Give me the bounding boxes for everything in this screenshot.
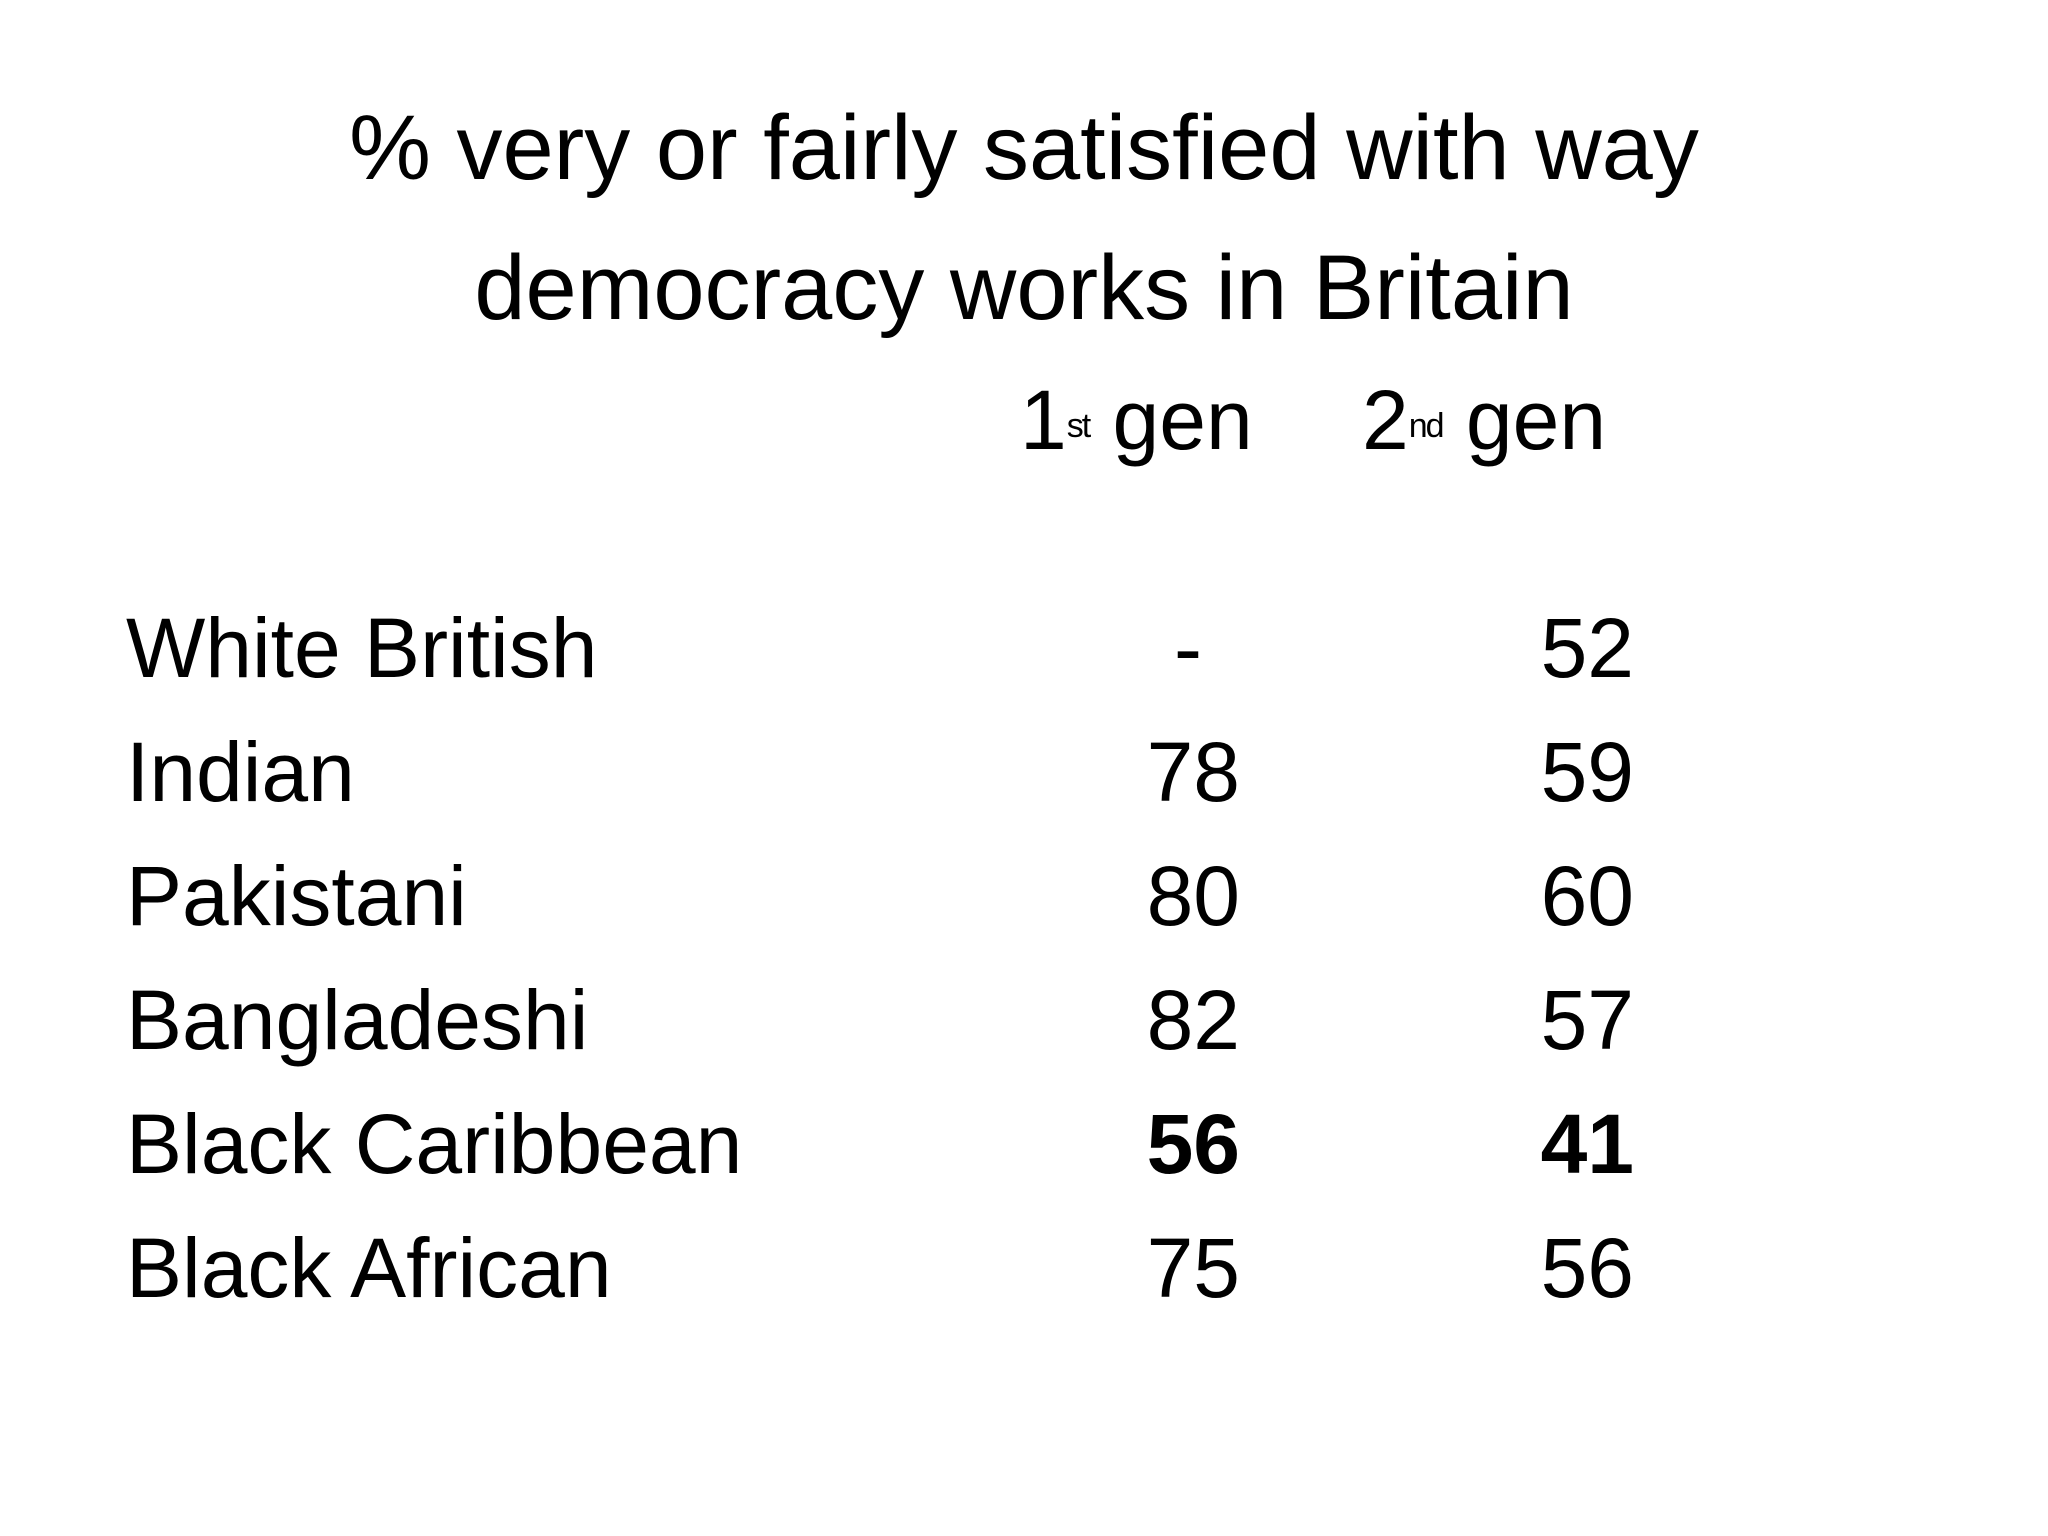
first-gen-value: 80 xyxy=(1146,849,1240,943)
first-gen-value: 78 xyxy=(1146,725,1240,819)
column-header-first-generation: 1st gen xyxy=(1020,370,1253,470)
table-row-black-african: Black African 75 56 xyxy=(0,1206,2048,1330)
table-row-bangladeshi: Bangladeshi 82 57 xyxy=(0,958,2048,1082)
first-gen-value-highlighted: 56 xyxy=(1146,1097,1240,1191)
first-gen-value: 82 xyxy=(1146,973,1240,1067)
second-gen-value-highlighted: 41 xyxy=(1540,1097,1634,1191)
second-gen-value: 56 xyxy=(1540,1221,1634,1315)
column-header-second-generation: 2nd gen xyxy=(1362,370,1606,470)
second-gen-value: 59 xyxy=(1540,725,1634,819)
ordinal-suffix: nd xyxy=(1408,407,1445,445)
column-header-word: gen xyxy=(1112,373,1253,467)
row-label: Pakistani xyxy=(126,849,467,943)
column-header-number: 2 xyxy=(1362,373,1409,467)
column-header-number: 1 xyxy=(1020,373,1067,467)
first-gen-value: - xyxy=(1174,601,1202,695)
column-header-word: gen xyxy=(1465,373,1607,467)
second-gen-value: 52 xyxy=(1540,601,1634,695)
slide-title: % very or fairly satisfied with way demo… xyxy=(0,78,2048,358)
row-label: Bangladeshi xyxy=(126,973,589,1067)
row-label: Black Caribbean xyxy=(126,1097,743,1191)
second-gen-value: 60 xyxy=(1540,849,1634,943)
table-row-white-british: White British - 52 xyxy=(0,586,2048,710)
title-line-1: % very or fairly satisfied with way xyxy=(349,97,1699,199)
row-label: White British xyxy=(126,601,598,695)
row-label: Black African xyxy=(126,1221,612,1315)
second-gen-value: 57 xyxy=(1540,973,1634,1067)
table-row-indian: Indian 78 59 xyxy=(0,710,2048,834)
table-row-pakistani: Pakistani 80 60 xyxy=(0,834,2048,958)
row-label: Indian xyxy=(126,725,355,819)
first-gen-value: 75 xyxy=(1146,1221,1240,1315)
ordinal-suffix: st xyxy=(1066,407,1091,445)
title-line-2: democracy works in Britain xyxy=(474,237,1574,339)
table-row-black-caribbean: Black Caribbean 56 41 xyxy=(0,1082,2048,1206)
